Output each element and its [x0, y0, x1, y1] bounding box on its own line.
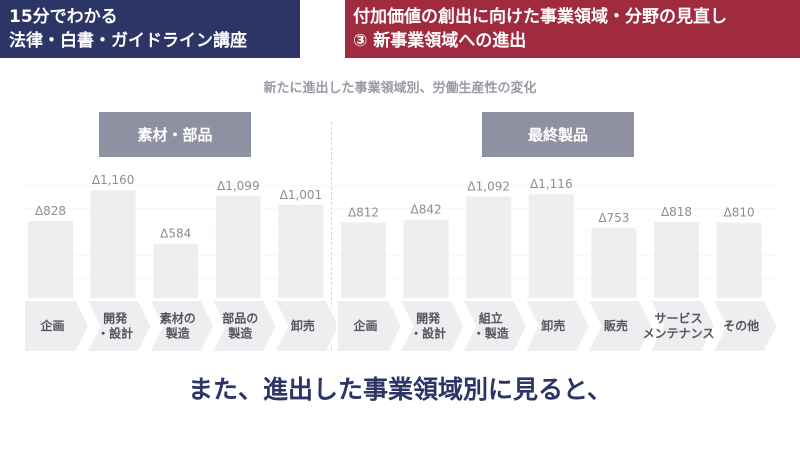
- category-label: 開発: [416, 311, 441, 326]
- data-label: Δ1,001: [280, 188, 323, 202]
- header-right-line1: 付加価値の創出に向けた事業領域・分野の見直し: [353, 7, 727, 27]
- chart-title: 新たに進出した事業領域別、労働生産性の変化: [263, 81, 537, 96]
- category-arrow: [460, 299, 529, 353]
- header-left-line1: 15分でわかる: [9, 7, 118, 27]
- category-arrow: [648, 299, 717, 353]
- data-label: Δ1,160: [92, 173, 135, 187]
- category-label: 部品の: [222, 311, 258, 326]
- bar-1-0: [341, 222, 386, 298]
- group-label-materials: 素材・部品: [99, 112, 251, 157]
- bar-0-2: [153, 243, 199, 298]
- data-label: Δ753: [598, 211, 629, 225]
- category-label: ・設計: [97, 326, 133, 341]
- category-label: ・設計: [410, 326, 446, 341]
- data-label: Δ818: [661, 205, 692, 219]
- category-label: 企画: [39, 318, 64, 333]
- category-arrow: [585, 299, 654, 353]
- category-label: サービス: [654, 311, 702, 326]
- category-label: ・製造: [473, 326, 510, 341]
- category-label: 卸売: [291, 318, 315, 333]
- category-arrow: [336, 299, 404, 353]
- header-right-title: 付加価値の創出に向けた事業領域・分野の見直し ③ 新事業領域への進出: [345, 0, 800, 58]
- category-label: その他: [723, 318, 759, 333]
- bar-0-3: [215, 195, 261, 298]
- data-label: Δ1,092: [467, 179, 510, 193]
- category-label: 販売: [604, 318, 628, 333]
- category-arrow: [397, 299, 466, 353]
- bar-1-3: [528, 194, 574, 298]
- bar-1-6: [716, 222, 762, 298]
- bar-0-1: [90, 190, 136, 298]
- category-arrow: [272, 299, 341, 353]
- category-label: 素材の: [160, 311, 196, 326]
- bar-1-4: [591, 227, 637, 298]
- category-label: 企画: [352, 318, 377, 333]
- header-left-title: 15分でわかる 法律・白書・ガイドライン講座: [0, 0, 300, 58]
- group-label-final-products: 最終製品: [482, 112, 634, 157]
- bar-1-2: [466, 196, 512, 298]
- category-label: 開発: [103, 311, 128, 326]
- data-label: Δ584: [160, 227, 191, 241]
- header-right-line2: ③ 新事業領域への進出: [353, 31, 527, 51]
- caption-text: また、進出した事業領域別に見ると、: [187, 375, 612, 404]
- group-divider: [331, 122, 332, 350]
- category-label: 製造: [165, 326, 191, 341]
- bar-1-5: [654, 221, 699, 298]
- bar-0-4: [278, 204, 324, 298]
- category-label: 卸売: [541, 318, 565, 333]
- category-label: 組立: [479, 311, 503, 326]
- data-label: Δ812: [348, 205, 379, 219]
- header-left-line2: 法律・白書・ガイドライン講座: [9, 31, 247, 51]
- category-label: メンテナンス: [643, 327, 715, 341]
- data-label: Δ1,116: [530, 177, 573, 191]
- category-arrow: [710, 299, 779, 353]
- bar-1-1: [403, 219, 449, 298]
- data-label: Δ828: [35, 204, 66, 218]
- category-label: 製造: [227, 326, 253, 341]
- bar-0-0: [28, 220, 73, 298]
- category-arrow: [84, 299, 153, 353]
- category-arrow: [210, 299, 278, 353]
- data-label: Δ842: [411, 203, 442, 217]
- category-arrow: [523, 299, 591, 353]
- category-arrow: [23, 299, 91, 353]
- data-label: Δ1,099: [217, 179, 260, 193]
- data-label: Δ810: [724, 206, 755, 220]
- category-arrow: [147, 299, 216, 353]
